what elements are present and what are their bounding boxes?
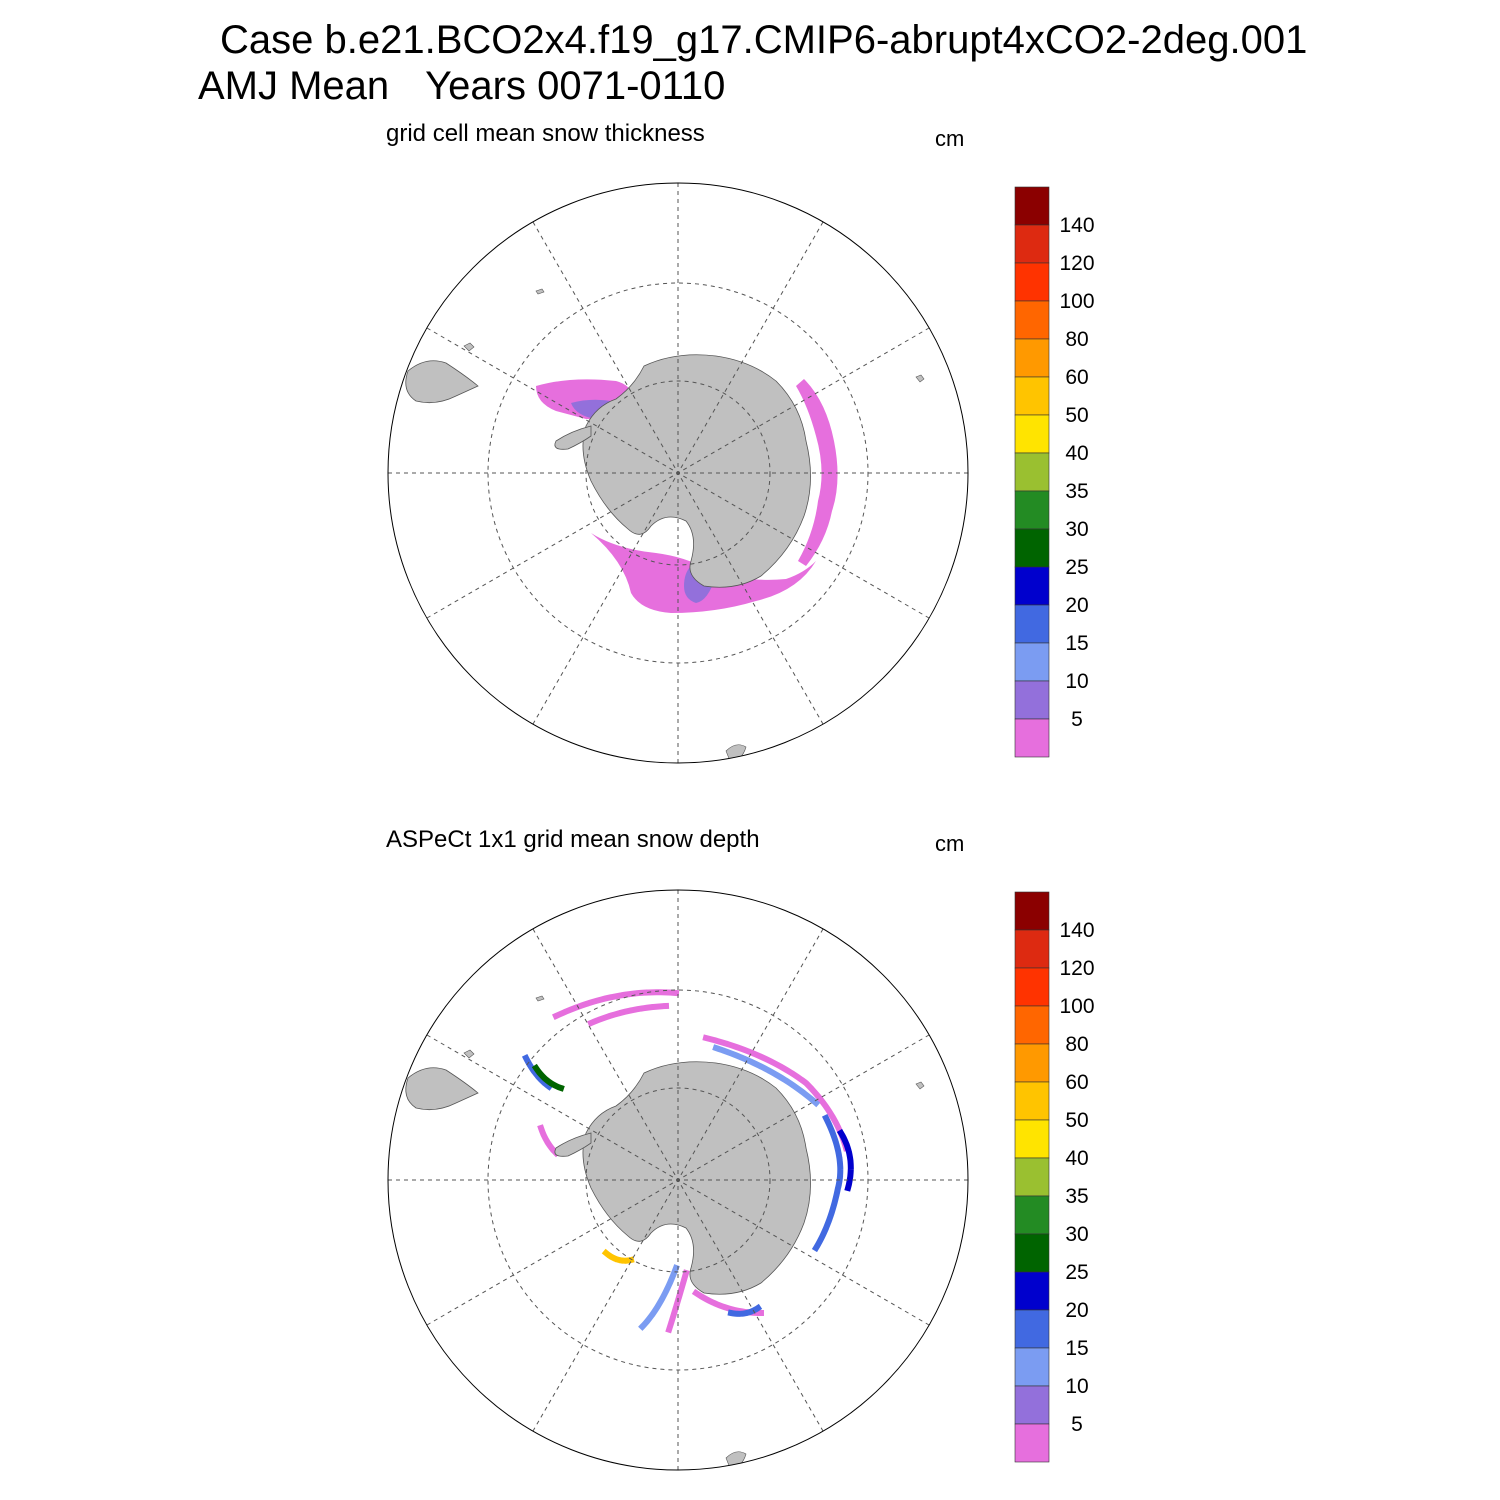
colorbar-tick-label: 20 [1065, 1299, 1088, 1322]
antarctic-peninsula [554, 1132, 592, 1157]
colorbar-swatch [1014, 1309, 1050, 1349]
obs-track-amundsen [601, 1248, 635, 1264]
colorbar-tick-label: 15 [1065, 1337, 1088, 1360]
antarctica-land [582, 1061, 811, 1295]
unit-label-obs: cm [935, 831, 965, 856]
figure-title-case: Case b.e21.BCO2x4.f19_g17.CMIP6-abrupt4x… [220, 18, 1308, 62]
colorbar-tick-label: 15 [1065, 632, 1088, 655]
colorbar-tick-label: 35 [1065, 480, 1088, 503]
polar-map-model [387, 182, 969, 764]
unit-label-model: cm [935, 126, 965, 151]
colorbar-tick-label: 10 [1065, 670, 1088, 693]
panel-title-model: grid cell mean snow thickness [386, 120, 705, 147]
colorbar-tick-label: 5 [1071, 1413, 1083, 1436]
colorbar-swatch [1014, 1005, 1050, 1045]
graticule [388, 183, 968, 763]
kerguelen-island [915, 374, 925, 383]
colorbar-swatch [1014, 1081, 1050, 1121]
colorbar-swatch [1014, 1271, 1050, 1311]
colorbar-tick-label: 80 [1065, 328, 1088, 351]
obs-track-ross2 [664, 1269, 690, 1337]
colorbar-swatch [1014, 1385, 1050, 1425]
colorbar-swatch [1014, 186, 1050, 226]
colorbar-swatch [1014, 566, 1050, 606]
colorbar-swatch [1014, 1347, 1050, 1387]
colorbar-tick-label: 30 [1065, 518, 1088, 541]
snow-field-east [796, 379, 838, 566]
obs-track-east4 [836, 1128, 854, 1192]
colorbar-tick-label: 40 [1065, 442, 1088, 465]
obs-track-east3 [811, 1113, 844, 1253]
colorbar-tick-label: 100 [1059, 290, 1094, 313]
colorbar-tick-label: 10 [1065, 1375, 1088, 1398]
falkland-island [463, 342, 475, 352]
colorbar-swatch [1014, 718, 1050, 758]
colorbar-tick-label: 35 [1065, 1185, 1088, 1208]
obs-track-weddell2 [531, 1063, 565, 1092]
colorbar-tick-label: 120 [1059, 957, 1094, 980]
colorbar-tick-label: 30 [1065, 1223, 1088, 1246]
kerguelen-island [915, 1081, 925, 1090]
colorbar-tick-label: 5 [1071, 708, 1083, 731]
obs-track-north2 [587, 1002, 670, 1027]
colorbar-swatch [1014, 1157, 1050, 1197]
obs-track-ross1 [636, 1264, 680, 1333]
colorbar-swatch [1014, 452, 1050, 492]
polar-map-obs [387, 889, 969, 1471]
colorbar-swatch [1014, 604, 1050, 644]
colorbar-swatch [1014, 528, 1050, 568]
figure-title-period: AMJ Mean Years 0071-0110 [198, 64, 725, 109]
obs-track-weddell [521, 1053, 556, 1093]
colorbar-swatch [1014, 929, 1050, 969]
colorbar-swatch [1014, 262, 1050, 302]
obs-track-peninsula [537, 1124, 561, 1158]
colorbar-tick-label: 120 [1059, 252, 1094, 275]
colorbar-swatch [1014, 338, 1050, 378]
colorbar-swatch [1014, 1233, 1050, 1273]
colorbar-swatch [1014, 642, 1050, 682]
colorbar-tick-label: 140 [1059, 919, 1094, 942]
obs-track-north [552, 989, 680, 1020]
georgia-island [535, 995, 545, 1002]
years-label: Years 0071-0110 [425, 64, 726, 108]
colorbar-swatch [1014, 490, 1050, 530]
colorbar-swatch [1014, 376, 1050, 416]
colorbar-swatch [1014, 1423, 1050, 1463]
colorbar-swatch [1014, 224, 1050, 264]
colorbar-obs: 140 120 100 80 60 50 40 35 30 25 20 15 10 5 [1014, 891, 1095, 1463]
colorbar-tick-label: 25 [1065, 1261, 1088, 1284]
colorbar-tick-label: 60 [1065, 366, 1088, 389]
colorbar-tick-label: 140 [1059, 214, 1094, 237]
south-america-land [405, 1067, 479, 1111]
colorbar-tick-label: 25 [1065, 556, 1088, 579]
colorbar-swatch [1014, 1043, 1050, 1083]
colorbar-tick-label: 100 [1059, 995, 1094, 1018]
graticule [388, 890, 968, 1470]
colorbar-tick-label: 60 [1065, 1071, 1088, 1094]
colorbar-swatch [1014, 300, 1050, 340]
colorbar-swatch [1014, 1119, 1050, 1159]
obs-track-east2 [712, 1044, 821, 1108]
obs-track-ross4 [727, 1303, 763, 1317]
colorbar-swatch [1014, 967, 1050, 1007]
colorbar-tick-label: 20 [1065, 594, 1088, 617]
colorbar-swatch [1014, 680, 1050, 720]
south-america-land [405, 360, 479, 404]
colorbar-tick-label: 50 [1065, 404, 1088, 427]
colorbar-swatch [1014, 1195, 1050, 1235]
colorbar-tick-label: 40 [1065, 1147, 1088, 1170]
colorbar-tick-label: 80 [1065, 1033, 1088, 1056]
colorbar-swatch [1014, 414, 1050, 454]
antarctic-peninsula [554, 425, 592, 450]
colorbar-tick-label: 50 [1065, 1109, 1088, 1132]
falkland-island [463, 1049, 475, 1059]
colorbar-swatch [1014, 891, 1050, 931]
antarctica-land [582, 354, 811, 588]
georgia-island [535, 288, 545, 295]
obs-track-east1 [702, 1034, 850, 1152]
season-label: AMJ Mean [198, 64, 390, 108]
panel-title-obs: ASPeCt 1x1 grid mean snow depth [386, 826, 760, 853]
colorbar-model: 140 120 100 80 60 50 40 35 30 25 20 15 10 5 [1014, 186, 1095, 758]
